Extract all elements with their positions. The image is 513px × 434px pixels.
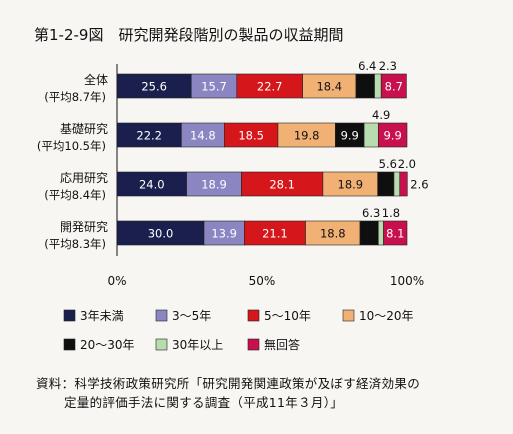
- data-label: 22.2: [136, 129, 162, 143]
- bar-segment: [305, 220, 361, 246]
- data-label: 6.4: [358, 59, 376, 73]
- legend-label: 20～30年: [80, 338, 135, 352]
- source-note: 資料：科学技術政策研究所「研究開発関連政策が及ぼす経済効果の 定量的評価手法に関…: [36, 374, 506, 412]
- data-label: 21.1: [262, 227, 288, 241]
- bar-segment: [203, 220, 245, 246]
- bar-segment: [116, 122, 182, 148]
- data-label: 28.1: [269, 178, 295, 192]
- bar-segment: [186, 171, 242, 197]
- data-label: 2.0: [398, 157, 416, 171]
- category-sublabel: (平均8.4年): [44, 188, 106, 202]
- bar-segment: [190, 73, 238, 99]
- bar-segment: [244, 220, 306, 246]
- data-label: 8.1: [386, 227, 404, 241]
- legend-label: 30年以上: [172, 338, 223, 352]
- category-sublabel: (平均8.7年): [44, 90, 106, 104]
- source-line-1: 資料：科学技術政策研究所「研究開発関連政策が及ぼす経済効果の: [36, 376, 421, 391]
- bar-segment: [399, 171, 408, 197]
- data-label: 18.9: [201, 178, 227, 192]
- category-sublabel: (平均10.5年): [37, 139, 106, 153]
- x-tick-label: 0%: [107, 274, 126, 288]
- bar-segment: [359, 220, 379, 246]
- data-label: 22.7: [257, 80, 283, 94]
- legend: 3年未満 3～5年 5～10年 10～20年 20～30年 30年以上 無回答: [63, 309, 414, 352]
- data-label: 6.3: [362, 206, 380, 220]
- data-label: 15.7: [201, 80, 227, 94]
- chart-title: 第1-2-9図 研究開発段階別の製品の収益期間: [34, 26, 343, 44]
- data-label: 4.9: [372, 108, 390, 122]
- bar-segment: [277, 122, 336, 148]
- bars: 25.6 15.7 22.7 18.4 6.4 2.3 8.7 22.2 14.8 18.5 19.…: [116, 59, 429, 246]
- data-label: 19.8: [294, 129, 320, 143]
- x-axis-ticks: 0% 50% 100%: [107, 274, 424, 288]
- bar-segment: [377, 171, 395, 197]
- legend-label: 3～5年: [172, 309, 211, 323]
- legend-swatch: [63, 309, 76, 322]
- data-label: 14.8: [190, 129, 216, 143]
- data-label: 18.8: [320, 227, 346, 241]
- category-label: 基礎研究: [60, 121, 108, 136]
- bar-segment: [383, 220, 408, 246]
- legend-swatch: [247, 309, 260, 322]
- bar-segment: [355, 73, 375, 99]
- bar-segment: [335, 122, 365, 148]
- legend-label: 10～20年: [359, 309, 414, 323]
- bar-segment: [380, 73, 407, 99]
- data-label: 8.7: [385, 80, 403, 94]
- x-tick-label: 50%: [249, 274, 276, 288]
- bar-segment: [377, 122, 408, 148]
- data-label: 18.4: [316, 80, 342, 94]
- data-label: 25.6: [141, 80, 167, 94]
- legend-swatch: [247, 338, 260, 351]
- data-label: 9.9: [341, 129, 359, 143]
- bar-segment: [116, 171, 187, 197]
- bar-segment: [377, 220, 384, 246]
- legend-swatch: [155, 338, 168, 351]
- category-label: 開発研究: [60, 219, 108, 234]
- category-label: 全体: [84, 72, 108, 87]
- category-label: 応用研究: [60, 170, 108, 185]
- bar-segment: [363, 122, 379, 148]
- legend-swatch: [342, 309, 355, 322]
- data-label: 13.9: [211, 227, 237, 241]
- data-label: 9.9: [383, 129, 401, 143]
- data-label: 2.3: [379, 59, 397, 73]
- category-sublabel: (平均8.3年): [44, 237, 106, 251]
- category-labels: 全体 (平均8.7年) 基礎研究 (平均10.5年) 応用研究 (平均8.4年) 開発研究 (…: [37, 72, 108, 251]
- legend-swatch: [155, 309, 168, 322]
- data-label: 30.0: [148, 227, 174, 241]
- data-label: 18.5: [238, 129, 264, 143]
- data-label: 24.0: [139, 178, 165, 192]
- bar-segment: [374, 73, 382, 99]
- source-line-2: 定量的評価手法に関する調査（平成11年３月）」: [64, 395, 344, 410]
- data-label: 2.6: [410, 178, 428, 192]
- legend-label: 3年未満: [80, 309, 124, 323]
- legend-swatch: [63, 338, 76, 351]
- bar-segment: [116, 220, 205, 246]
- x-tick-label: 100%: [390, 274, 424, 288]
- bar-segment: [236, 73, 303, 99]
- data-label: 1.8: [382, 206, 400, 220]
- data-label: 5.6: [379, 157, 397, 171]
- bar-segment: [393, 171, 401, 197]
- bar-segment: [322, 171, 379, 197]
- data-label: 18.9: [338, 178, 364, 192]
- legend-label: 無回答: [264, 337, 300, 352]
- bar-segment: [241, 171, 324, 197]
- legend-label: 5～10年: [264, 309, 311, 323]
